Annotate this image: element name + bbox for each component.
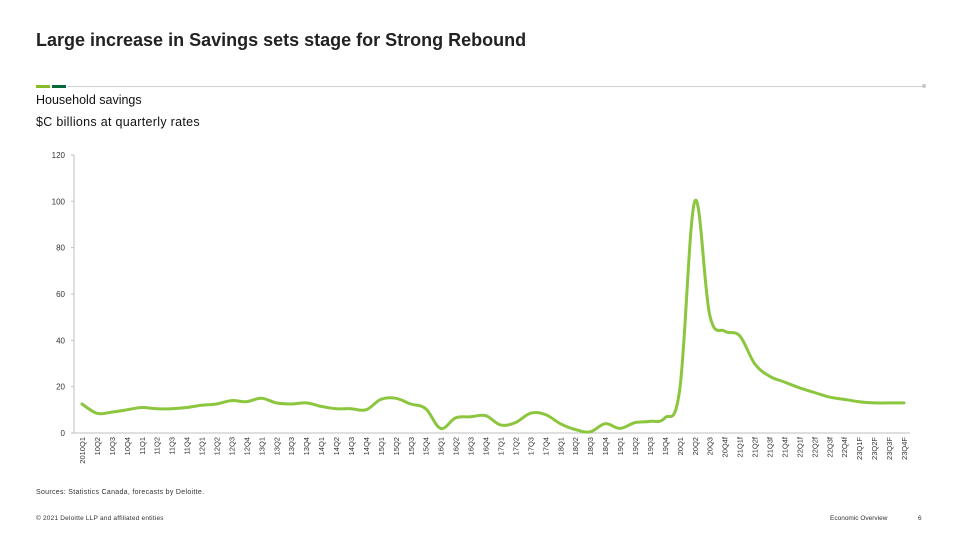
x-tick-label: 12Q1 [198,437,207,455]
x-tick-label: 12Q3 [227,437,236,455]
x-tick-label: 13Q1 [257,437,266,455]
divider-end-dot [922,84,926,88]
sources-note: Sources: Statistics Canada, forecasts by… [36,489,205,496]
x-tick-label: 21Q3f [765,436,774,457]
slide-title: Large increase in Savings sets stage for… [36,30,527,50]
title-divider [36,84,926,88]
x-tick-label: 18Q4 [601,437,610,455]
x-tick-label: 21Q4f [780,436,789,457]
x-tick-label: 16Q1 [437,437,446,455]
x-tick-label: 19Q4 [661,437,670,455]
x-tick-label: 19Q1 [616,437,625,455]
chart-subtitle: Household savings [36,93,142,107]
x-tick-label: 20Q3 [706,437,715,455]
x-tick-label: 14Q2 [332,437,341,455]
household-savings-line [80,198,906,434]
x-tick-label: 16Q2 [452,437,461,455]
x-tick-label: 20Q1 [676,437,685,455]
x-tick-label: 23Q1F [855,437,864,460]
page-number: 6 [918,515,922,522]
y-tick-label: 20 [56,383,65,392]
x-tick-label: 14Q4 [362,437,371,455]
y-tick-label: 40 [56,336,65,345]
copyright-note: © 2021 Deloitte LLP and affiliated entit… [36,515,164,522]
x-tick-label: 15Q1 [377,437,386,455]
x-tick-label: 15Q4 [422,437,431,455]
x-tick-label: 11Q4 [183,437,192,455]
series-layer [80,198,906,434]
x-tick-label: 14Q3 [347,437,356,455]
x-tick-label: 20Q4f [721,436,730,457]
x-tick-label: 22Q2f [810,436,819,457]
x-tick-label: 17Q2 [511,437,520,455]
y-axis: 0 20 40 60 80 100 120 [52,151,75,438]
y-tick-label: 100 [52,197,66,206]
x-tick-label: 19Q3 [646,437,655,455]
x-tick-label: 22Q4f [840,436,849,457]
divider-accent-green [36,85,50,88]
x-tick-label: 11Q2 [153,437,162,455]
x-tick-label: 12Q2 [213,437,222,455]
x-tick-label: 17Q4 [541,437,550,455]
x-tick-label: 20Q2 [691,437,700,455]
x-tick-label: 12Q4 [242,437,251,455]
x-tick-label: 2010Q1 [78,437,87,464]
x-tick-label: 15Q3 [407,437,416,455]
x-tick-label: 13Q4 [302,437,311,455]
x-tick-label: 15Q2 [392,437,401,455]
x-tick-label: 10Q3 [108,437,117,455]
y-tick-label: 80 [56,244,65,253]
x-tick-label: 16Q4 [482,437,491,455]
x-tick-label: 22Q1f [795,436,804,457]
x-tick-label: 18Q2 [571,437,580,455]
x-tick-label: 23Q3F [885,437,894,460]
x-tick-label: 10Q2 [93,437,102,455]
x-tick-label: 21Q1f [736,436,745,457]
x-tick-label: 22Q3f [825,436,834,457]
divider-accent-dark-green [52,85,66,88]
x-tick-label: 17Q1 [496,437,505,455]
x-tick-label: 18Q1 [556,437,565,455]
x-tick-label: 11Q1 [138,437,147,455]
x-tick-label: 16Q3 [467,437,476,455]
footer-section-name: Economic Overview [830,515,888,522]
x-axis: 2010Q1 10Q2 10Q3 10Q4 11Q1 11Q2 11Q3 11Q4 12Q1 12… [74,432,910,464]
y-tick-label: 120 [52,151,66,160]
x-tick-label: 17Q3 [526,437,535,455]
x-tick-label: 23Q2F [870,437,879,460]
x-tick-label: 13Q2 [272,437,281,455]
chart-units: $C billions at quarterly rates [36,115,200,129]
x-tick-label: 18Q3 [586,437,595,455]
y-tick-label: 60 [56,290,65,299]
x-tick-label: 19Q2 [631,437,640,455]
x-tick-label: 21Q2f [751,436,760,457]
x-tick-label: 10Q4 [123,437,132,455]
divider-line [68,86,924,87]
y-tick-label: 0 [61,429,66,438]
x-tick-label: 11Q3 [168,437,177,455]
x-tick-label: 13Q3 [287,437,296,455]
x-tick-label: 14Q1 [317,437,326,455]
x-tick-label: 23Q4F [900,437,909,460]
